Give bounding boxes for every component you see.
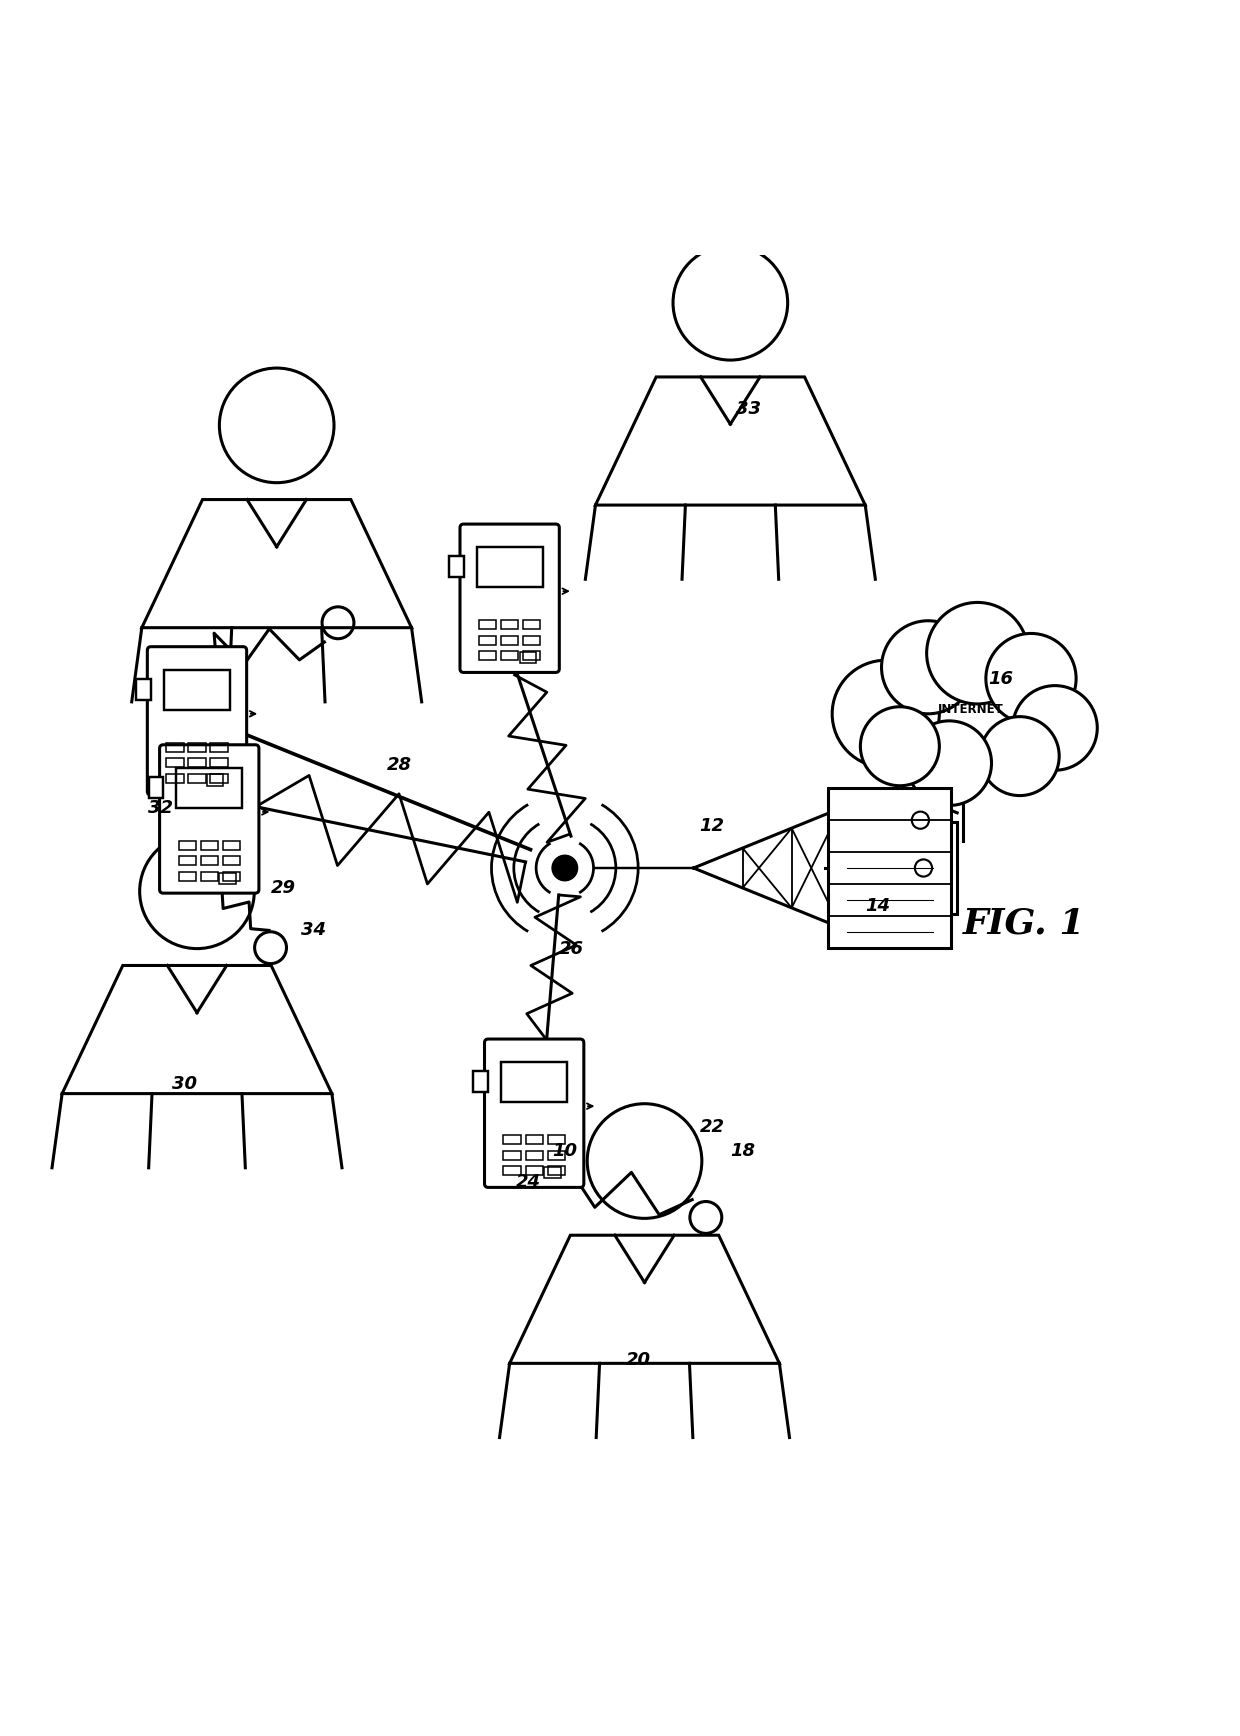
Bar: [828, 788, 951, 948]
Bar: [201, 856, 218, 866]
Text: 18: 18: [730, 1142, 755, 1160]
Bar: [166, 743, 184, 752]
Bar: [501, 1062, 567, 1102]
Text: 14: 14: [866, 898, 890, 915]
Circle shape: [986, 634, 1076, 724]
Bar: [223, 856, 239, 866]
Bar: [548, 1151, 565, 1160]
Bar: [474, 1071, 489, 1092]
Circle shape: [552, 856, 578, 880]
Text: 28: 28: [387, 755, 412, 774]
Text: 16: 16: [988, 670, 1013, 687]
Circle shape: [861, 707, 940, 786]
Circle shape: [981, 717, 1059, 795]
Text: FIG. 1: FIG. 1: [963, 906, 1086, 941]
FancyBboxPatch shape: [160, 745, 259, 892]
Bar: [479, 651, 496, 660]
Bar: [179, 840, 196, 851]
Circle shape: [832, 660, 940, 767]
Bar: [223, 871, 239, 880]
Bar: [149, 776, 164, 799]
Bar: [520, 651, 536, 663]
Bar: [211, 743, 228, 752]
Bar: [179, 871, 196, 880]
FancyBboxPatch shape: [460, 524, 559, 672]
Text: 32: 32: [148, 799, 172, 818]
Text: 24: 24: [516, 1174, 541, 1191]
Bar: [526, 1167, 543, 1175]
Bar: [523, 635, 541, 644]
Bar: [211, 759, 228, 767]
Bar: [544, 1167, 560, 1179]
Bar: [503, 1135, 521, 1144]
Bar: [501, 620, 518, 628]
Bar: [166, 774, 184, 783]
Text: 34: 34: [301, 922, 326, 939]
Bar: [201, 840, 218, 851]
Text: 12: 12: [699, 818, 724, 835]
Bar: [449, 556, 464, 576]
Circle shape: [906, 720, 992, 806]
Text: INTERNET: INTERNET: [937, 703, 1003, 715]
Bar: [479, 635, 496, 644]
Circle shape: [882, 621, 975, 713]
Bar: [188, 743, 206, 752]
FancyBboxPatch shape: [485, 1040, 584, 1187]
Text: 30: 30: [172, 1075, 197, 1092]
Circle shape: [926, 602, 1028, 703]
Text: 26: 26: [559, 939, 584, 958]
Bar: [548, 1135, 565, 1144]
Bar: [207, 774, 223, 786]
Text: 10: 10: [553, 1142, 578, 1160]
FancyBboxPatch shape: [148, 648, 247, 795]
Bar: [136, 679, 151, 700]
Bar: [501, 651, 518, 660]
Bar: [503, 1151, 521, 1160]
Bar: [526, 1151, 543, 1160]
Bar: [479, 620, 496, 628]
Text: 29: 29: [270, 878, 295, 896]
Bar: [523, 651, 541, 660]
Bar: [176, 769, 242, 807]
Bar: [476, 547, 543, 587]
Bar: [188, 759, 206, 767]
Text: 20: 20: [626, 1351, 651, 1368]
Bar: [188, 774, 206, 783]
Circle shape: [1013, 686, 1097, 771]
Bar: [201, 871, 218, 880]
Bar: [501, 635, 518, 644]
Bar: [179, 856, 196, 866]
Bar: [211, 774, 228, 783]
Text: 22: 22: [699, 1118, 724, 1135]
Text: 33: 33: [737, 401, 761, 418]
Bar: [166, 759, 184, 767]
Bar: [223, 840, 239, 851]
Bar: [526, 1135, 543, 1144]
Bar: [164, 670, 231, 710]
Bar: [548, 1167, 565, 1175]
Bar: [503, 1167, 521, 1175]
Bar: [523, 620, 541, 628]
Bar: [219, 873, 236, 884]
Bar: [890, 823, 957, 913]
